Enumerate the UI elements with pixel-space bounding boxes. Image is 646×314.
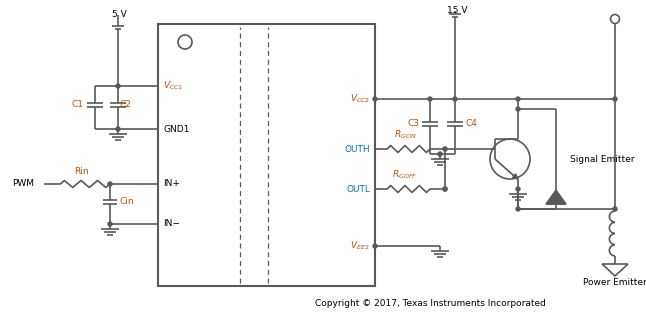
Circle shape [116, 127, 120, 131]
Circle shape [443, 187, 447, 191]
Text: IN−: IN− [163, 219, 180, 229]
Text: C4: C4 [466, 119, 478, 128]
Text: 15 V: 15 V [447, 6, 467, 15]
Circle shape [428, 97, 432, 101]
Circle shape [443, 147, 447, 151]
Text: GND1: GND1 [163, 124, 189, 133]
Text: Power Emitter: Power Emitter [583, 278, 646, 287]
Text: $R_{GON}$: $R_{GON}$ [393, 128, 416, 141]
Circle shape [373, 97, 377, 101]
Circle shape [516, 97, 520, 101]
Polygon shape [602, 264, 628, 276]
Circle shape [373, 244, 377, 248]
Circle shape [610, 14, 620, 24]
Polygon shape [546, 190, 566, 204]
Circle shape [453, 97, 457, 101]
Text: C3: C3 [407, 119, 419, 128]
Text: Rin: Rin [74, 167, 89, 176]
Text: $V_{CC2}$: $V_{CC2}$ [349, 93, 370, 105]
Circle shape [613, 97, 617, 101]
Text: Cin: Cin [119, 198, 134, 207]
Circle shape [490, 139, 530, 179]
Text: 5 V: 5 V [112, 10, 127, 19]
Text: C2: C2 [120, 100, 132, 109]
Text: C1: C1 [72, 100, 84, 109]
Circle shape [178, 35, 192, 49]
Text: IN+: IN+ [163, 180, 180, 188]
Text: $V_{CC1}$: $V_{CC1}$ [163, 80, 183, 92]
FancyArrow shape [512, 174, 518, 179]
Circle shape [516, 207, 520, 211]
Circle shape [516, 187, 520, 191]
Circle shape [116, 84, 120, 88]
Circle shape [516, 107, 520, 111]
Circle shape [438, 152, 442, 156]
Circle shape [108, 222, 112, 226]
Circle shape [613, 207, 617, 211]
Text: $R_{GOFF}$: $R_{GOFF}$ [392, 169, 418, 181]
Circle shape [443, 187, 447, 191]
Text: OUTL: OUTL [346, 185, 370, 193]
Text: $V_{EE2}$: $V_{EE2}$ [351, 240, 370, 252]
Text: Copyright © 2017, Texas Instruments Incorporated: Copyright © 2017, Texas Instruments Inco… [315, 299, 545, 308]
Text: OUTH: OUTH [344, 144, 370, 154]
Text: PWM: PWM [12, 180, 34, 188]
Bar [158, 24, 375, 286]
Text: Signal Emitter: Signal Emitter [570, 154, 634, 164]
Circle shape [108, 182, 112, 186]
